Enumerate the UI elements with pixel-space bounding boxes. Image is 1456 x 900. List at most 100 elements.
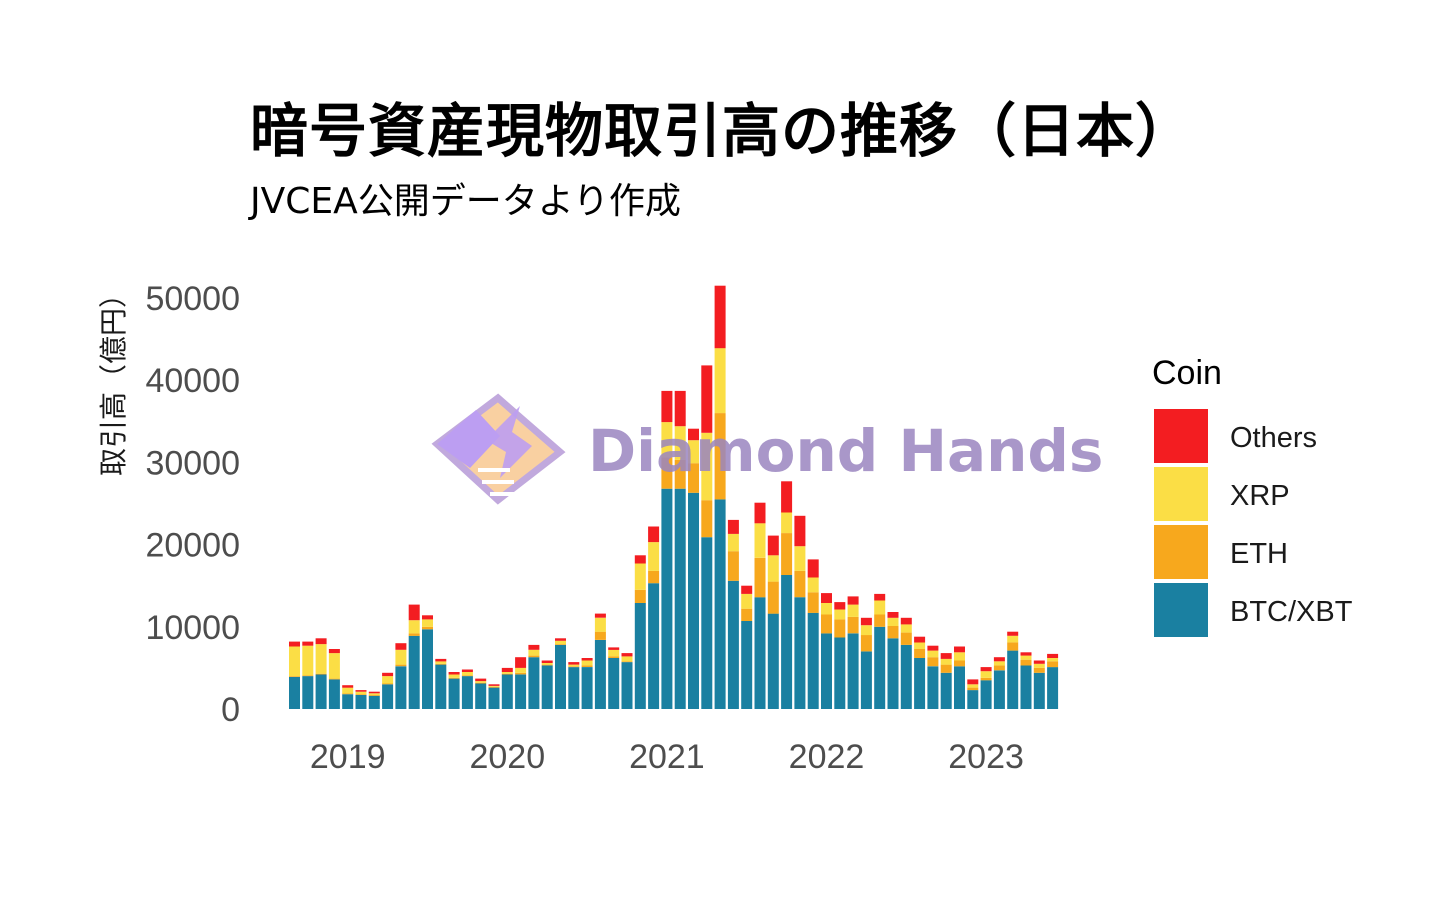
bar-others-2019-02 xyxy=(355,690,367,692)
bar-btcxbt-2022-04 xyxy=(860,651,872,709)
bar-btcxbt-2019-06 xyxy=(408,635,420,709)
bar-xrp-2023-04 xyxy=(1020,655,1032,660)
bar-eth-2021-09 xyxy=(767,581,779,614)
bar-xrp-2021-11 xyxy=(794,546,806,571)
bar-btcxbt-2019-02 xyxy=(355,695,367,709)
bar-others-2018-09 xyxy=(289,641,300,647)
bar-btcxbt-2023-06 xyxy=(1047,667,1059,709)
bar-eth-2021-08 xyxy=(754,557,766,598)
bar-btcxbt-2020-01 xyxy=(501,674,513,709)
bar-others-2022-05 xyxy=(874,593,886,601)
bar-others-2020-06 xyxy=(568,662,580,665)
bar-xrp-2021-01 xyxy=(661,422,673,458)
bar-xrp-2023-01 xyxy=(980,671,992,678)
x-axis-ticks: 2019 2020 2021 2022 2023 xyxy=(310,738,1024,776)
bar-eth-2019-10 xyxy=(461,675,473,677)
bar-others-2021-12 xyxy=(807,559,819,578)
x-tick-label: 2021 xyxy=(629,738,705,776)
bar-others-2022-03 xyxy=(847,596,859,605)
bar-eth-2023-02 xyxy=(993,665,1005,671)
bar-btcxbt-2021-06 xyxy=(727,580,739,709)
legend-title: Coin xyxy=(1152,354,1222,392)
bar-others-2020-12 xyxy=(648,526,660,543)
bar-btcxbt-2019-10 xyxy=(461,676,473,709)
bar-eth-2018-11 xyxy=(315,673,327,675)
bar-xrp-2020-04 xyxy=(541,663,553,665)
bar-xrp-2020-02 xyxy=(515,667,527,673)
bar-others-2021-06 xyxy=(727,519,739,534)
bar-eth-2020-02 xyxy=(515,672,527,675)
bar-xrp-2022-07 xyxy=(900,624,912,633)
bar-btcxbt-2018-10 xyxy=(302,676,314,709)
legend-swatch-others xyxy=(1154,409,1208,463)
bar-eth-2019-08 xyxy=(435,663,447,665)
bar-others-2022-06 xyxy=(887,612,899,618)
bar-xrp-2020-08 xyxy=(594,617,606,632)
legend-swatch-btcxbt xyxy=(1154,583,1208,637)
bar-xrp-2021-08 xyxy=(754,523,766,558)
bar-btcxbt-2020-05 xyxy=(555,644,566,709)
bar-others-2019-12 xyxy=(488,684,500,686)
bar-xrp-2019-10 xyxy=(461,672,473,676)
bar-xrp-2020-05 xyxy=(555,640,566,645)
bar-eth-2022-04 xyxy=(860,635,872,652)
bar-eth-2022-02 xyxy=(834,619,846,638)
bar-xrp-2019-01 xyxy=(342,687,354,694)
bar-others-2021-08 xyxy=(754,502,766,524)
bar-others-2023-03 xyxy=(1007,631,1019,636)
bar-eth-2020-11 xyxy=(634,589,646,603)
bar-others-2020-01 xyxy=(501,667,513,672)
bar-eth-2020-04 xyxy=(541,664,553,666)
bars xyxy=(289,285,1059,709)
bar-xrp-2022-06 xyxy=(887,617,899,626)
bar-others-2023-05 xyxy=(1033,660,1045,664)
bar-xrp-2023-03 xyxy=(1007,635,1019,643)
x-tick-label: 2020 xyxy=(469,738,545,776)
bar-others-2018-12 xyxy=(328,649,340,654)
bar-btcxbt-2023-05 xyxy=(1033,672,1045,709)
bar-xrp-2020-07 xyxy=(581,660,593,666)
bar-others-2019-01 xyxy=(342,685,354,688)
bar-others-2023-01 xyxy=(980,667,992,672)
bar-others-2020-07 xyxy=(581,658,593,661)
bar-btcxbt-2022-05 xyxy=(874,626,886,709)
bar-eth-2022-05 xyxy=(874,614,886,627)
watermark: Diamond Hands xyxy=(431,393,1103,505)
bar-eth-2021-07 xyxy=(741,608,753,621)
bar-xrp-2019-07 xyxy=(422,619,433,627)
bar-others-2021-11 xyxy=(794,515,806,547)
bar-xrp-2022-11 xyxy=(954,652,965,661)
bar-btcxbt-2022-02 xyxy=(834,637,846,709)
bar-btcxbt-2019-07 xyxy=(422,629,433,709)
bar-others-2020-11 xyxy=(634,555,646,564)
x-tick-label: 2023 xyxy=(948,738,1024,776)
bar-others-2022-12 xyxy=(967,679,979,685)
chart-title: 暗号資産現物取引高の推移（日本） xyxy=(250,97,1195,165)
bar-others-2020-05 xyxy=(555,638,566,641)
bar-btcxbt-2019-11 xyxy=(475,683,487,709)
bar-others-2020-03 xyxy=(528,644,540,650)
bar-eth-2020-06 xyxy=(568,666,580,668)
bar-eth-2022-11 xyxy=(954,660,965,667)
bar-xrp-2019-09 xyxy=(448,674,460,678)
bar-xrp-2020-06 xyxy=(568,664,580,667)
legend-label: Others xyxy=(1230,422,1317,454)
bar-btcxbt-2022-03 xyxy=(847,633,859,709)
bar-others-2022-10 xyxy=(940,653,952,659)
bar-xrp-2020-12 xyxy=(648,542,660,571)
bar-xrp-2022-12 xyxy=(967,684,979,688)
y-axis-label: 取引高（億円） xyxy=(97,280,130,476)
bar-xrp-2019-02 xyxy=(355,691,367,695)
bar-eth-2023-03 xyxy=(1007,642,1019,651)
bar-btcxbt-2019-08 xyxy=(435,664,447,709)
bar-others-2019-07 xyxy=(422,615,433,620)
bar-eth-2021-05 xyxy=(714,413,726,500)
bar-xrp-2022-10 xyxy=(940,658,952,665)
bar-eth-2022-01 xyxy=(821,614,832,634)
bar-xrp-2021-06 xyxy=(727,533,739,552)
bar-others-2021-03 xyxy=(688,428,699,441)
y-axis-title: 取引高（億円） xyxy=(97,280,130,476)
bar-others-2019-03 xyxy=(368,691,380,694)
bar-eth-2023-06 xyxy=(1047,661,1059,668)
bar-others-2019-10 xyxy=(461,669,473,672)
